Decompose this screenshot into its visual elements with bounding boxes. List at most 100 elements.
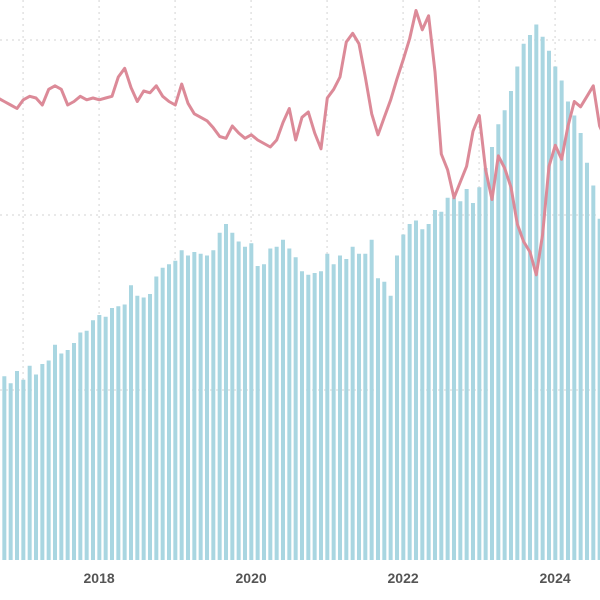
bar [540, 36, 545, 560]
bar [268, 248, 273, 560]
bar [445, 197, 450, 560]
bar [407, 224, 412, 560]
bar [40, 364, 45, 560]
bar [451, 197, 456, 560]
bar [375, 278, 380, 560]
bar [553, 66, 558, 560]
bar [287, 248, 292, 560]
bar [78, 332, 83, 560]
bar [439, 211, 444, 560]
bar [249, 243, 254, 560]
bar [293, 257, 298, 560]
x-tick-label: 2024 [540, 570, 571, 586]
bar [160, 267, 165, 560]
bar [198, 253, 203, 560]
bar [71, 343, 76, 560]
bar [312, 273, 317, 560]
bar [337, 255, 342, 560]
x-tick-label: 2018 [84, 570, 115, 586]
bar [477, 187, 482, 560]
bar [388, 295, 393, 560]
bar [350, 246, 355, 560]
bar [52, 344, 57, 560]
x-axis: 2018 2020 2022 2024 [84, 570, 571, 586]
bar [363, 253, 368, 560]
bar [584, 162, 589, 560]
bar [413, 220, 418, 560]
bar [33, 374, 38, 560]
bar [97, 315, 102, 560]
bar [173, 260, 178, 560]
bar [154, 276, 159, 560]
bar-series [2, 24, 600, 560]
bar [280, 239, 285, 560]
bar [147, 294, 152, 560]
bar [318, 271, 323, 560]
line-series [0, 9, 600, 277]
bar [572, 115, 577, 560]
bar [46, 360, 51, 560]
bar [2, 376, 7, 560]
bar [432, 210, 437, 560]
bar [261, 264, 266, 560]
bar [185, 255, 190, 560]
bar [394, 255, 399, 560]
bar [128, 285, 133, 560]
bar [502, 110, 507, 560]
bar [116, 306, 121, 560]
bar [21, 379, 26, 560]
bar [489, 147, 494, 560]
bar [420, 229, 425, 560]
bar [578, 133, 583, 560]
bar [90, 320, 95, 560]
bar [515, 66, 520, 560]
bar [306, 274, 311, 560]
bar [192, 252, 197, 560]
bar [426, 224, 431, 560]
bar [521, 43, 526, 560]
bar [84, 330, 89, 560]
bar [242, 246, 247, 560]
line-path [0, 9, 600, 277]
bar [356, 253, 361, 560]
bar [8, 383, 13, 560]
bar [325, 253, 330, 560]
bar [166, 264, 171, 560]
bar [103, 316, 108, 560]
bar [546, 50, 551, 560]
bar [255, 266, 260, 560]
bar [470, 203, 475, 560]
bar [27, 365, 32, 560]
bar [122, 304, 127, 560]
bar [508, 91, 513, 560]
bar [527, 35, 532, 560]
bar [331, 264, 336, 560]
bar [204, 255, 209, 560]
bar [109, 308, 114, 560]
bar [236, 241, 241, 560]
bar [534, 24, 539, 560]
bar [217, 232, 222, 560]
bar [179, 250, 184, 560]
bar [59, 353, 64, 560]
x-tick-label: 2022 [388, 570, 419, 586]
bar [401, 234, 406, 560]
bar [458, 201, 463, 560]
bar [299, 271, 304, 560]
bar [223, 224, 228, 560]
bar [496, 124, 501, 560]
bar [230, 232, 235, 560]
bar [483, 168, 488, 560]
bar [565, 101, 570, 560]
bar [591, 185, 596, 560]
bar [597, 218, 600, 560]
bar [464, 189, 469, 560]
bar [274, 246, 279, 560]
bar [65, 350, 70, 560]
bar [344, 259, 349, 560]
bar [135, 295, 140, 560]
bar [14, 371, 19, 560]
bar [559, 80, 564, 560]
bar [141, 297, 146, 560]
